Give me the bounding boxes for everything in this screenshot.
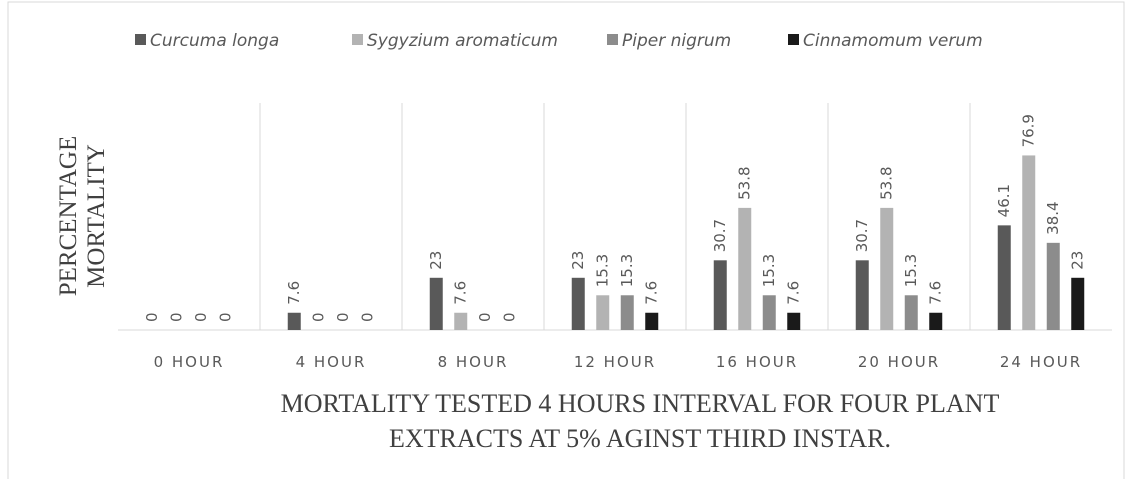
data-label: 15.3 [902, 254, 920, 287]
legend-swatch [788, 34, 799, 45]
x-tick-label: 8 HOUR [438, 353, 509, 371]
bar [1071, 277, 1085, 330]
y-axis-title-line: MORTALITY [83, 144, 110, 288]
data-label: 46.1 [995, 184, 1013, 217]
data-label: 0 [167, 312, 185, 322]
data-label: 15.3 [618, 254, 636, 287]
data-label: 15.3 [593, 254, 611, 287]
x-axis-title-line: MORTALITY TESTED 4 HOURS INTERVAL FOR FO… [281, 389, 1000, 418]
x-tick-label: 12 HOUR [574, 353, 656, 371]
bar [596, 295, 610, 330]
data-label: 7.6 [784, 281, 802, 305]
data-label: 0 [216, 312, 234, 322]
chart-frame [7, 1, 1125, 479]
bar [787, 312, 801, 330]
data-label: 0 [476, 312, 494, 322]
data-label: 0 [192, 312, 210, 322]
bar [855, 260, 869, 330]
data-label: 53.8 [735, 166, 753, 199]
legend-swatch [607, 34, 618, 45]
bar [429, 277, 443, 330]
x-tick-label: 24 HOUR [1000, 353, 1082, 371]
data-label: 53.8 [877, 166, 895, 199]
data-label: 30.7 [853, 219, 871, 252]
legend-label: Cinnamomum verum [803, 31, 983, 51]
data-label: 23 [1068, 251, 1086, 270]
legend-label: Sygyzium aromaticum [367, 31, 558, 51]
data-label: 0 [358, 312, 376, 322]
bar [287, 312, 301, 330]
bar [620, 295, 634, 330]
x-axis-title-line: EXTRACTS AT 5% AGINST THIRD INSTAR. [389, 424, 891, 453]
legend-label: Piper nigrum [622, 31, 731, 51]
data-label: 0 [334, 312, 352, 322]
bar [454, 312, 468, 330]
data-label: 0 [309, 312, 327, 322]
data-label: 23 [427, 251, 445, 270]
legend-swatch [352, 34, 363, 45]
bar [1022, 155, 1036, 330]
bar [571, 277, 585, 330]
data-label: 23 [569, 251, 587, 270]
y-axis-title-line: PERCENTAGE [55, 136, 82, 297]
bar [1046, 242, 1060, 330]
data-label: 0 [143, 312, 161, 322]
data-label: 7.6 [926, 281, 944, 305]
bar [738, 207, 752, 330]
data-label: 7.6 [642, 281, 660, 305]
data-label: 15.3 [760, 254, 778, 287]
bar [713, 260, 727, 330]
bar [880, 207, 894, 330]
bar [929, 312, 943, 330]
bar [904, 295, 918, 330]
data-label: 30.7 [711, 219, 729, 252]
x-tick-label: 16 HOUR [716, 353, 798, 371]
bar [762, 295, 776, 330]
bar [997, 225, 1011, 330]
data-label: 0 [500, 312, 518, 322]
data-label: 7.6 [285, 281, 303, 305]
legend-label: Curcuma longa [150, 31, 279, 51]
x-tick-label: 4 HOUR [296, 353, 367, 371]
data-label: 76.9 [1019, 114, 1037, 147]
x-tick-label: 0 HOUR [154, 353, 225, 371]
x-tick-label: 20 HOUR [858, 353, 940, 371]
bar [645, 312, 659, 330]
data-label: 7.6 [451, 281, 469, 305]
data-label: 38.4 [1044, 201, 1062, 234]
legend-swatch [135, 34, 146, 45]
y-axis-title: PERCENTAGE MORTALITY [55, 136, 110, 297]
